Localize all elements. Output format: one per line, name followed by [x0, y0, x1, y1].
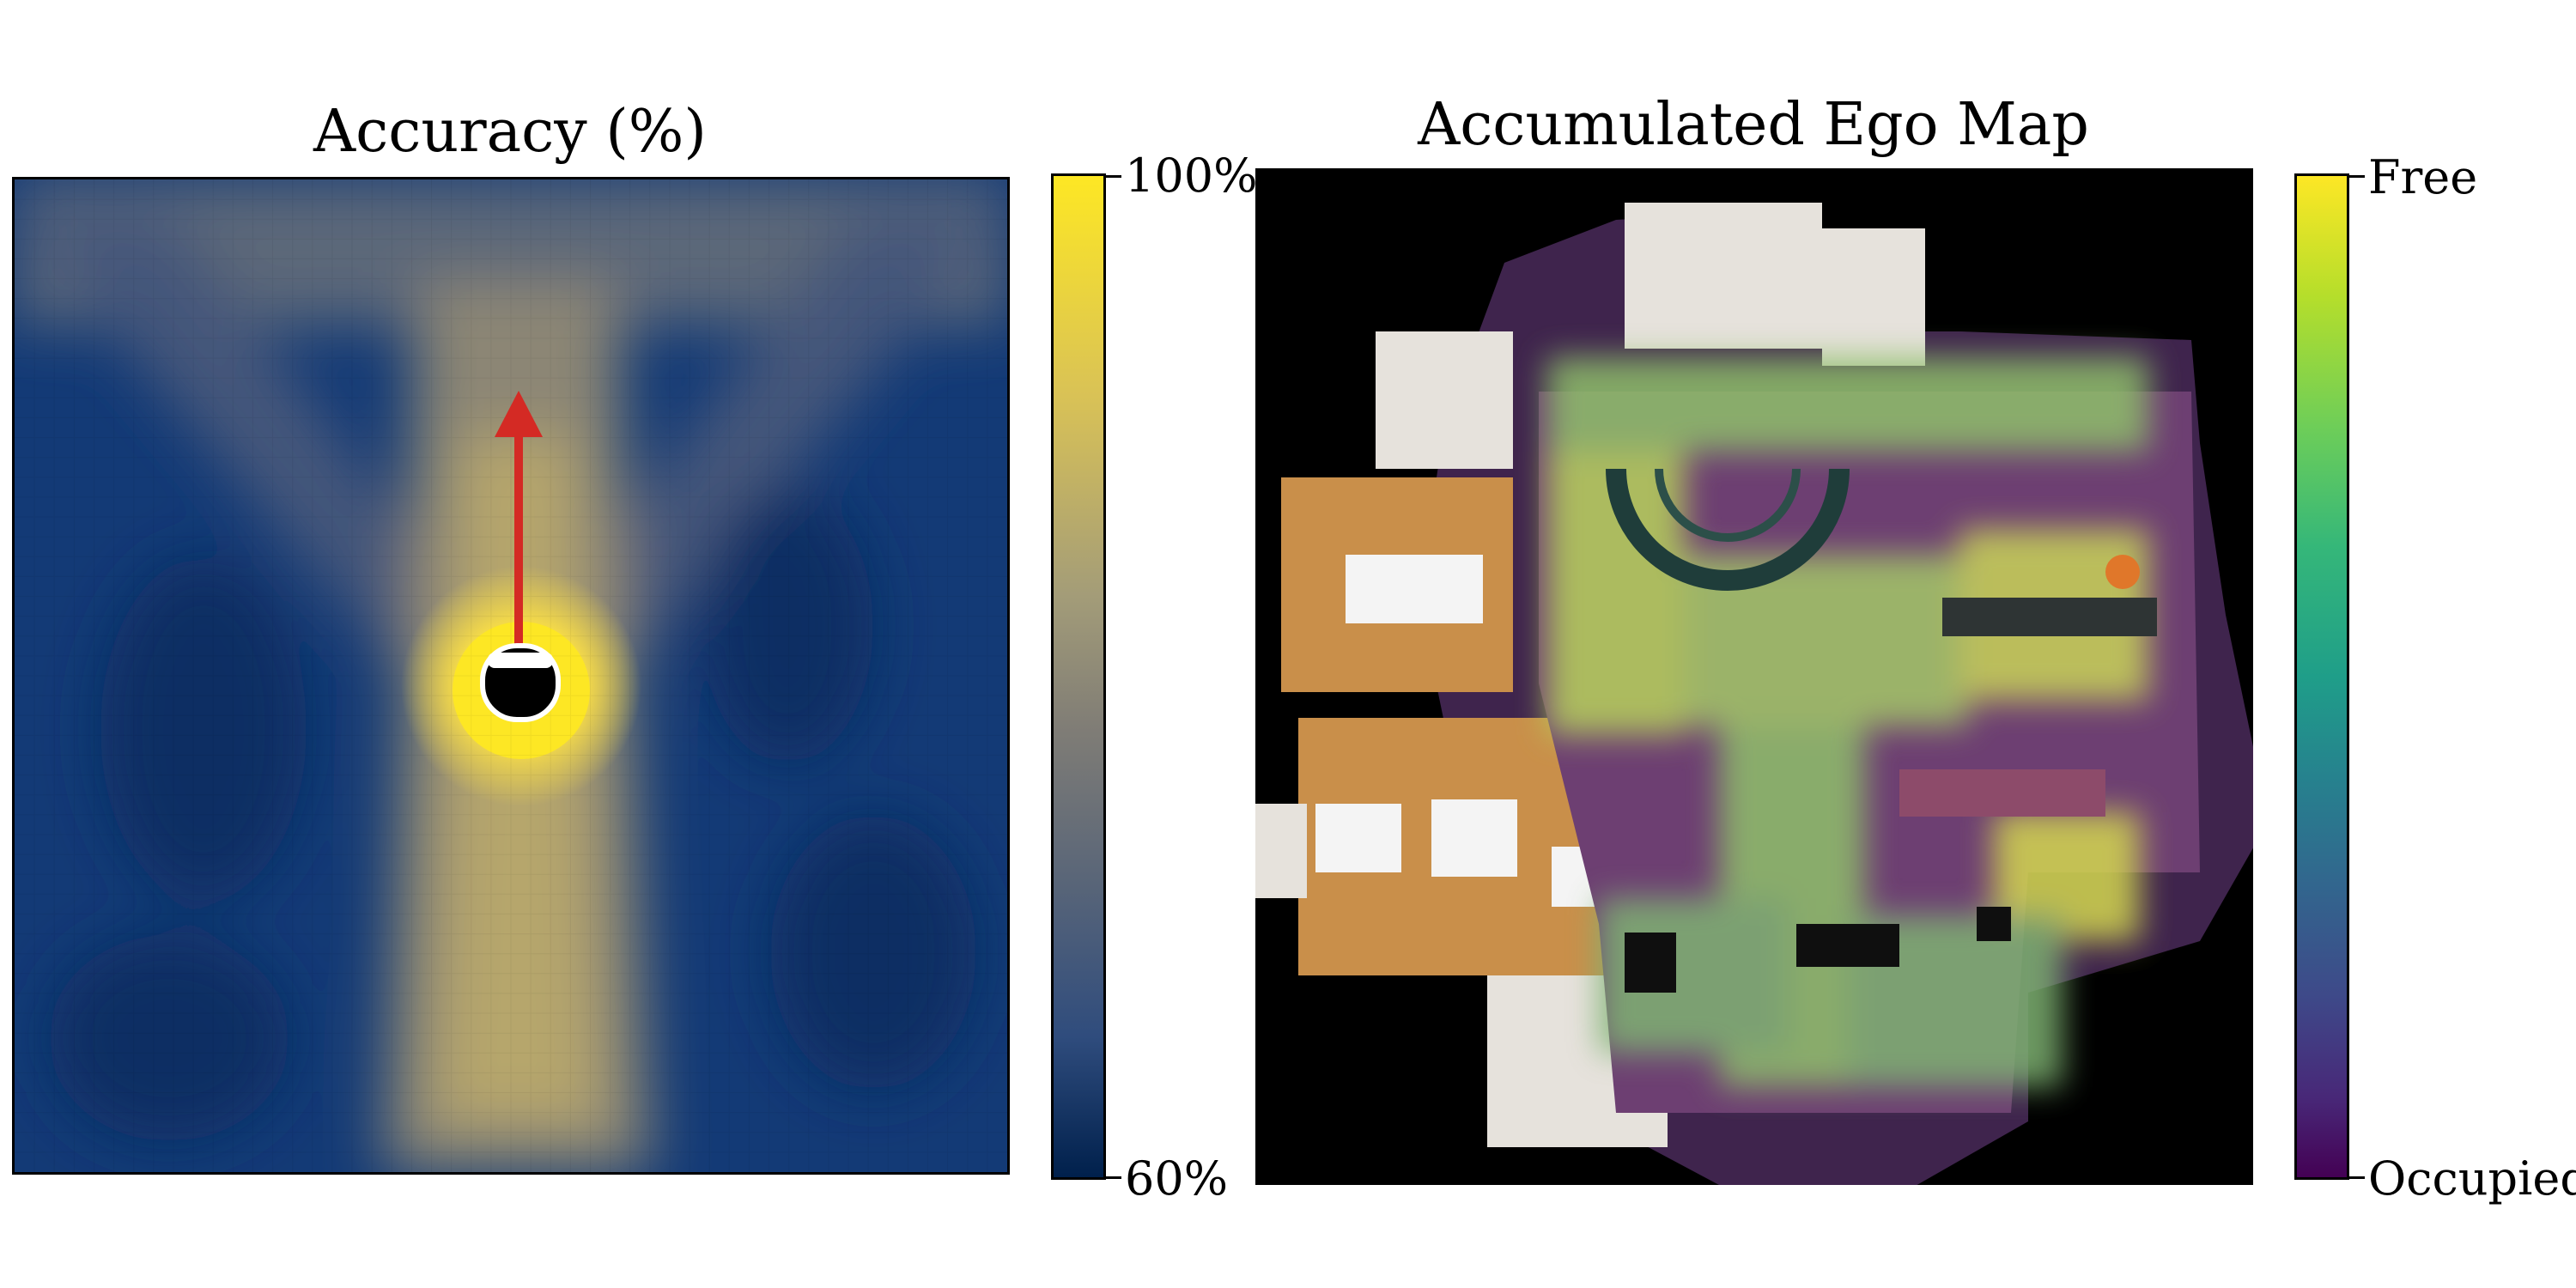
accuracy-title: Accuracy (%) — [313, 98, 707, 166]
colorbar-tick — [1106, 1176, 1121, 1179]
occupancy-colorbar — [2294, 173, 2349, 1180]
heading-arrow-icon — [495, 391, 543, 648]
free-label: Free — [2368, 150, 2478, 204]
ego-map-title: Accumulated Ego Map — [1418, 91, 2089, 159]
accuracy-min-label: 60% — [1125, 1151, 1229, 1206]
ego-map-image — [1255, 168, 2253, 1185]
agent-icon — [480, 643, 561, 722]
occupied-label: Occupied — [2368, 1151, 2576, 1206]
accuracy-heatmap — [12, 177, 1010, 1175]
colorbar-tick — [2349, 1176, 2365, 1179]
colorbar-tick — [1106, 175, 1121, 178]
accuracy-colorbar — [1051, 173, 1106, 1180]
accuracy-max-label: 100% — [1125, 149, 1258, 203]
colorbar-tick — [2349, 175, 2365, 178]
